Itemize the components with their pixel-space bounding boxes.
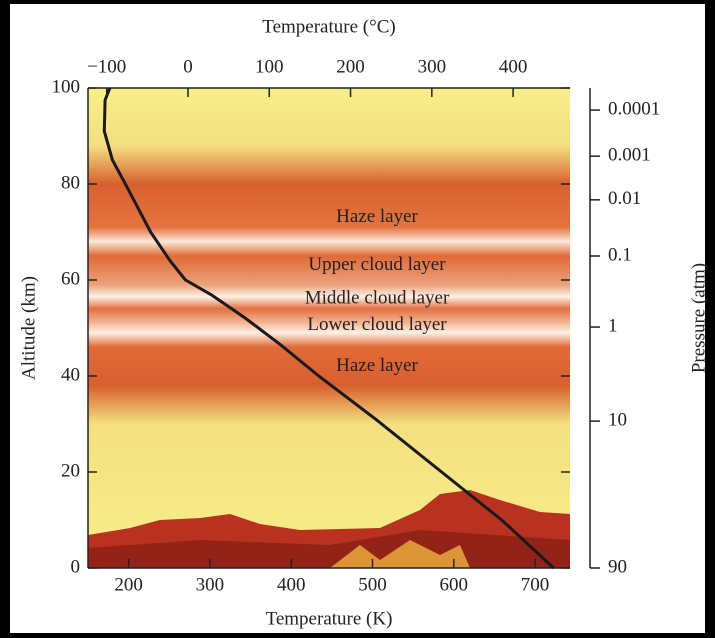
pressure-tick-label: 0.1 — [608, 244, 632, 265]
layer-label: Lower cloud layer — [307, 314, 447, 335]
layer-label: Haze layer — [336, 355, 418, 376]
pressure-tick-label: 1 — [608, 315, 618, 336]
x-tick-label: 500 — [358, 574, 387, 595]
pressure-tick-label: 0.001 — [608, 145, 651, 166]
y-tick-label: 20 — [61, 460, 80, 481]
x2-tick-label: 0 — [183, 56, 193, 77]
y-tick-label: 40 — [61, 364, 80, 385]
x-tick-label: 700 — [521, 574, 550, 595]
x-tick-label: 200 — [114, 574, 143, 595]
pressure-tick-label: 90 — [608, 556, 627, 577]
x-tick-label: 300 — [196, 574, 225, 595]
y-tick-label: 0 — [71, 556, 81, 577]
lava — [330, 540, 470, 568]
y-label: Altitude (km) — [18, 276, 39, 380]
x2-tick-label: 300 — [418, 56, 447, 77]
x2-tick-label: −100 — [87, 56, 126, 77]
y-tick-label: 60 — [61, 268, 80, 289]
pressure-tick-label: 0.01 — [608, 188, 641, 209]
atmosphere — [88, 88, 570, 568]
temperature-profile — [102, 87, 555, 570]
pressure-tick-label: 0.0001 — [608, 98, 660, 119]
y-tick-label: 100 — [52, 76, 81, 97]
x2-label: Temperature (°C) — [262, 16, 395, 37]
layer-label: Haze layer — [336, 206, 418, 227]
pressure-tick-label: 10 — [608, 409, 627, 430]
layer-label: Upper cloud layer — [308, 254, 446, 275]
x-tick-label: 600 — [440, 574, 469, 595]
x2-tick-label: 400 — [499, 56, 528, 77]
y-tick-label: 80 — [61, 172, 80, 193]
pressure-label: Pressure (atm) — [688, 263, 709, 373]
layer-label: Middle cloud layer — [305, 288, 450, 309]
x-tick-label: 400 — [277, 574, 306, 595]
x2-tick-label: 200 — [336, 56, 365, 77]
x-label: Temperature (K) — [266, 608, 393, 629]
x2-tick-label: 100 — [255, 56, 284, 77]
